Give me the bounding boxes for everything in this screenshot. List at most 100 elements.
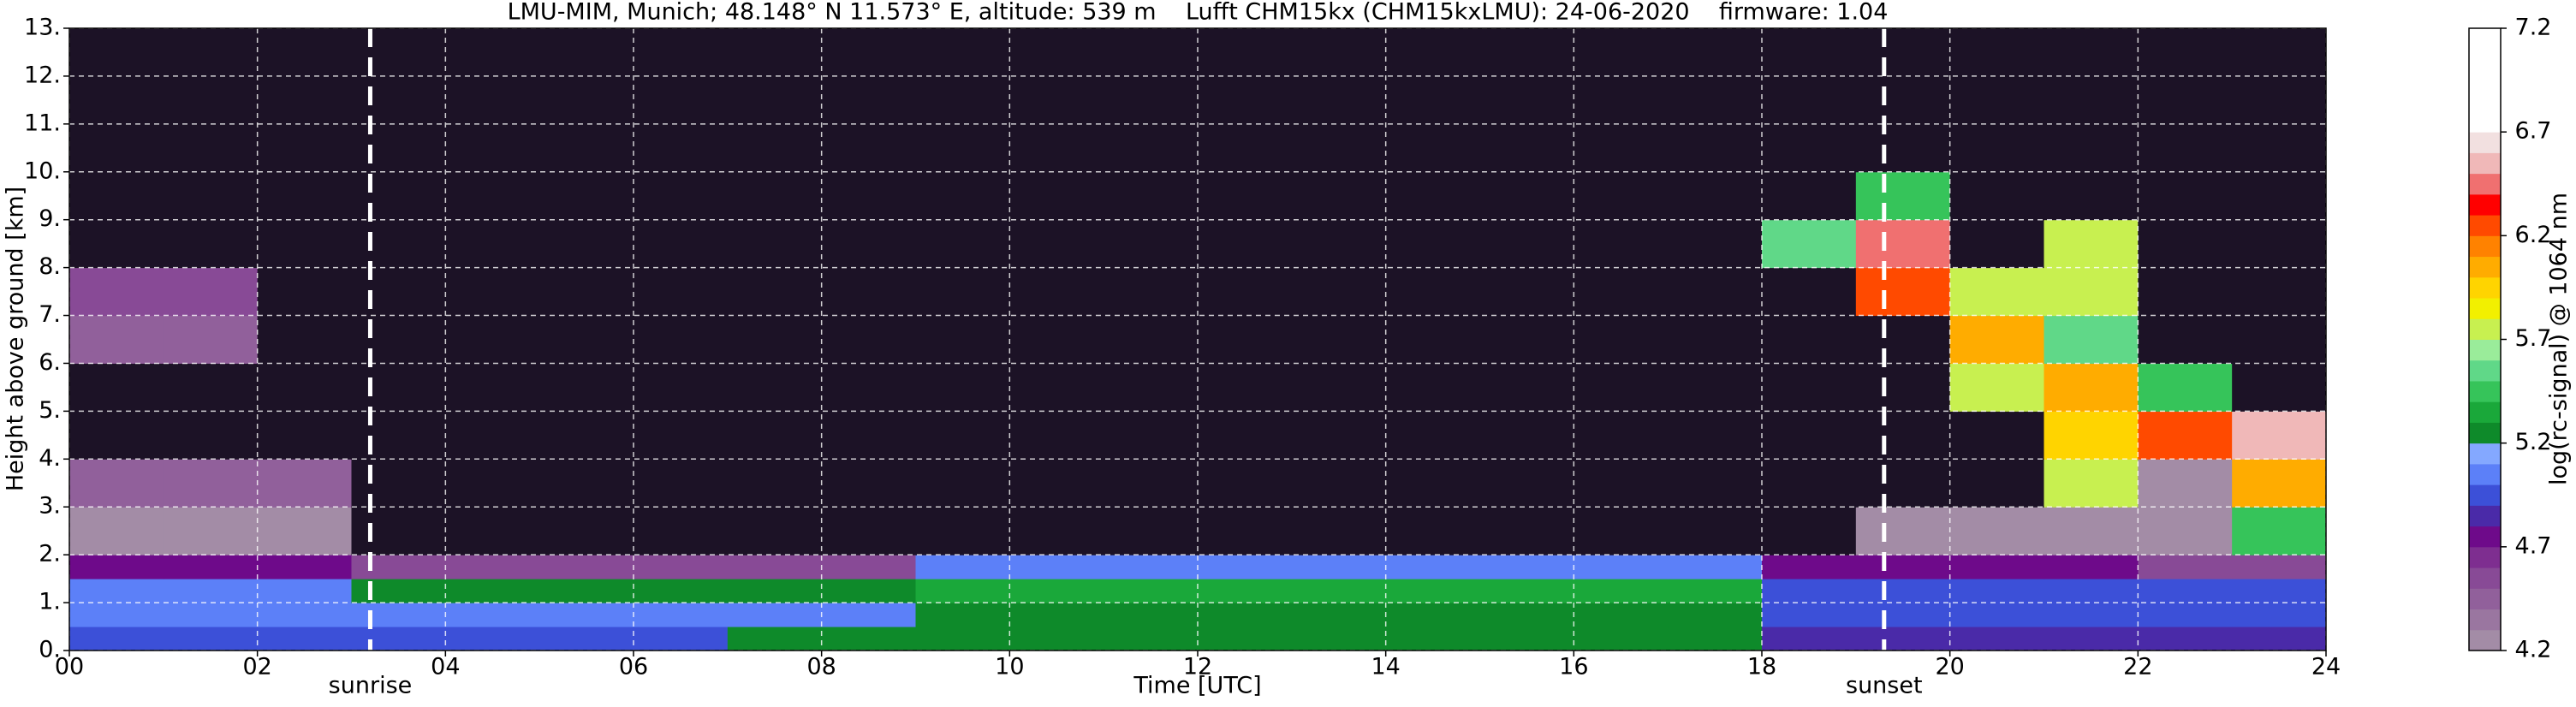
heatmap-cell — [1198, 555, 1293, 579]
colorbar-swatch — [2469, 49, 2501, 70]
heatmap-cell — [727, 171, 823, 221]
heatmap-cell — [1385, 28, 1480, 77]
heatmap-cell — [445, 219, 540, 269]
heatmap-cell — [915, 579, 1010, 603]
heatmap-cell — [257, 555, 352, 579]
heatmap-cell — [821, 603, 916, 627]
colorbar-swatch — [2469, 256, 2501, 278]
colorbar-swatch — [2469, 90, 2501, 112]
heatmap-cell — [1291, 363, 1387, 412]
x-tick-label: 14 — [1371, 654, 1400, 680]
heatmap-cell — [1291, 555, 1387, 579]
heatmap-cell — [1574, 579, 1669, 603]
heatmap-cell — [1668, 459, 1763, 508]
heatmap-cell — [1198, 603, 1293, 627]
colorbar-tick-label: 4.2 — [2515, 637, 2552, 663]
heatmap-cell — [2232, 459, 2327, 508]
heatmap-cell — [1198, 171, 1293, 221]
heatmap-cell — [1291, 627, 1387, 651]
heatmap-cell — [727, 603, 823, 627]
heatmap-cell — [1479, 579, 1574, 603]
heatmap-cell — [1762, 28, 1857, 77]
y-tick-label: 13. — [24, 15, 61, 41]
heatmap-cell — [351, 579, 446, 603]
colorbar-swatch — [2469, 380, 2501, 402]
heatmap-cell — [1009, 507, 1104, 556]
heatmap-cell — [69, 171, 164, 221]
heatmap-cell — [539, 28, 634, 77]
heatmap-cell — [1949, 603, 2044, 627]
heatmap-cell — [821, 171, 916, 221]
heatmap-cell — [351, 555, 446, 579]
heatmap-cell — [445, 459, 540, 508]
heatmap-cell — [163, 603, 259, 627]
heatmap-cell — [1291, 75, 1387, 125]
heatmap-cell — [2138, 28, 2233, 77]
x-tick-label: 24 — [2311, 654, 2341, 680]
heatmap-cell — [2232, 315, 2327, 364]
heatmap-cell — [1949, 363, 2044, 412]
heatmap-cell — [1385, 363, 1480, 412]
heatmap-cell — [1104, 28, 1199, 77]
heatmap-cell — [1668, 267, 1763, 317]
heatmap-cell — [727, 507, 823, 556]
heatmap-cell — [821, 579, 916, 603]
heatmap-cell — [163, 219, 259, 269]
x-tick-label: 16 — [1559, 654, 1588, 680]
heatmap-cell — [351, 315, 446, 364]
heatmap-cell — [1668, 75, 1763, 125]
heatmap-cell — [634, 267, 729, 317]
heatmap-cell — [727, 28, 823, 77]
y-tick-label: 4. — [39, 445, 61, 472]
heatmap-cell — [445, 28, 540, 77]
heatmap-cell — [539, 267, 634, 317]
heatmap-cell — [1668, 555, 1763, 579]
heatmap-cell — [1479, 219, 1574, 269]
heatmap-cell — [163, 627, 259, 651]
heatmap-cell — [539, 75, 634, 125]
annotation-label: sunrise — [329, 673, 413, 699]
colorbar-tick-label: 6.2 — [2515, 222, 2552, 248]
heatmap-cell — [69, 267, 164, 317]
heatmap-cell — [727, 555, 823, 579]
heatmap-cell — [2138, 459, 2233, 508]
heatmap-cell — [634, 507, 729, 556]
heatmap-cell — [1762, 267, 1857, 317]
heatmap-cell — [2044, 171, 2139, 221]
heatmap-cell — [727, 579, 823, 603]
heatmap-cell — [1479, 75, 1574, 125]
heatmap-cell — [2044, 28, 2139, 77]
heatmap-cell — [2232, 363, 2327, 412]
heatmap-cell — [539, 411, 634, 460]
heatmap-cell — [1762, 315, 1857, 364]
heatmap-cell — [1009, 459, 1104, 508]
heatmap-cell — [1762, 627, 1857, 651]
heatmap-cell — [445, 267, 540, 317]
heatmap-cell — [727, 459, 823, 508]
heatmap-cell — [1668, 507, 1763, 556]
heatmap-cell — [1385, 459, 1480, 508]
heatmap-cell — [1949, 411, 2044, 460]
heatmap-cell — [1104, 315, 1199, 364]
heatmap-cell — [1949, 267, 2044, 317]
heatmap-cell — [351, 411, 446, 460]
heatmap-cell — [1291, 28, 1387, 77]
colorbar-swatch — [2469, 359, 2501, 382]
heatmap-cell — [1385, 507, 1480, 556]
heatmap-cell — [1762, 363, 1857, 412]
heatmap-cell — [1009, 555, 1104, 579]
x-axis-label: Time [UTC] — [1133, 673, 1261, 699]
heatmap-cell — [69, 28, 164, 77]
heatmap-cell — [1104, 603, 1199, 627]
heatmap-cell — [1198, 459, 1293, 508]
heatmap-cell — [1104, 363, 1199, 412]
heatmap-cell — [1009, 603, 1104, 627]
heatmap-cell — [445, 579, 540, 603]
heatmap-cell — [915, 315, 1010, 364]
heatmap-cell — [69, 603, 164, 627]
heatmap-cell — [257, 579, 352, 603]
heatmap-cell — [539, 123, 634, 173]
heatmap-cell — [2138, 315, 2233, 364]
heatmap-cell — [634, 411, 729, 460]
heatmap-cell — [2044, 555, 2139, 579]
